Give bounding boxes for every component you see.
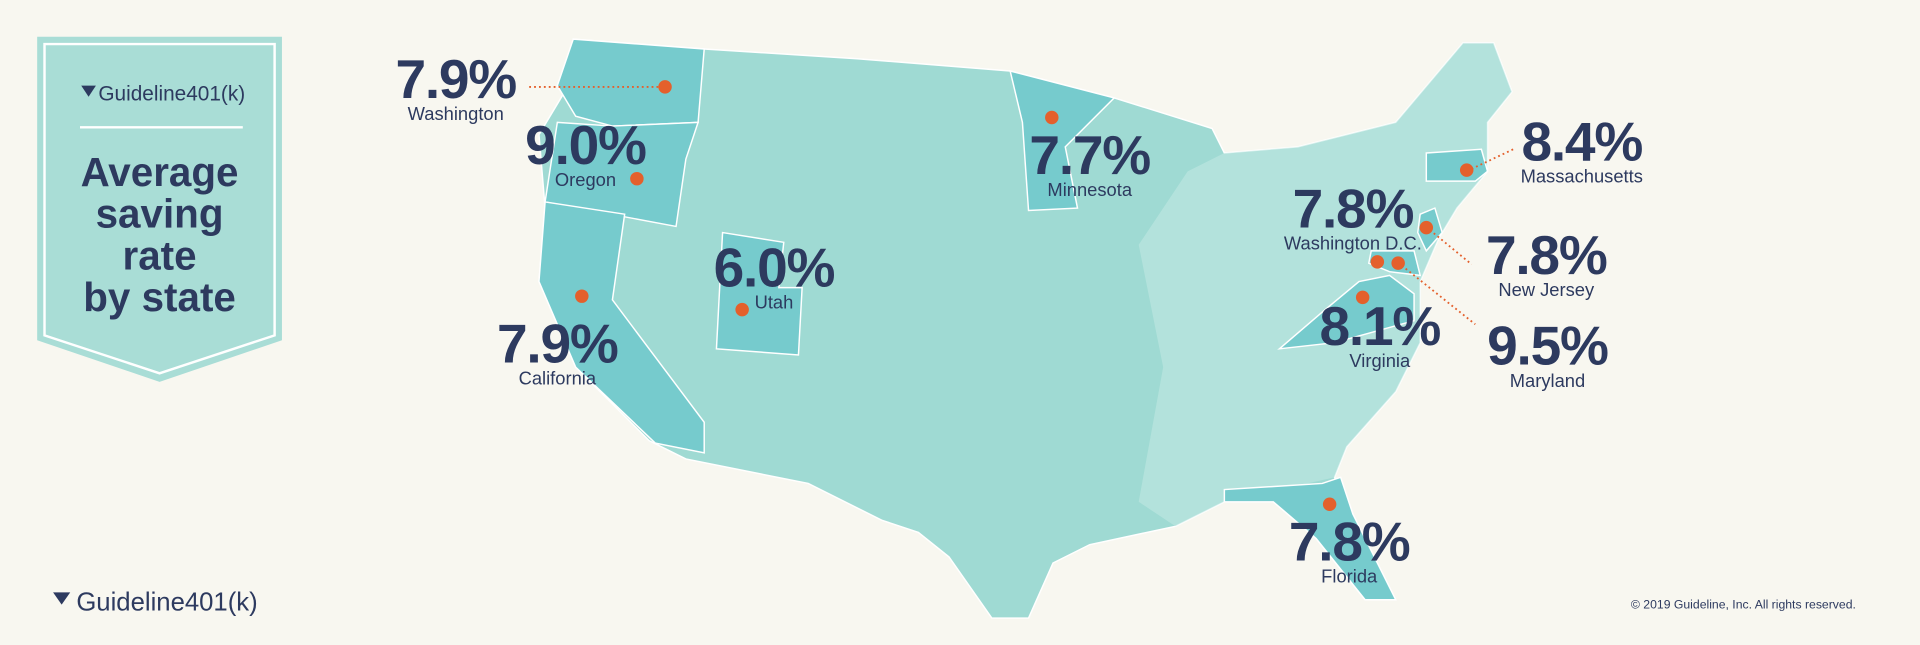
state-rate: 7.7% <box>1029 124 1150 186</box>
state-name: Washington <box>408 103 504 124</box>
state-rate: 9.0% <box>525 114 646 176</box>
state-name: Florida <box>1321 566 1378 587</box>
copyright: © 2019 Guideline, Inc. All rights reserv… <box>1631 597 1856 611</box>
state-dot <box>1419 220 1434 235</box>
state-rate: 7.9% <box>395 48 516 110</box>
title-line: Average <box>81 149 239 195</box>
state-name: California <box>519 367 597 388</box>
title-line: saving <box>96 191 224 237</box>
footer-logo: Guideline401(k) <box>76 589 257 617</box>
state-dot <box>658 80 672 94</box>
state-dot <box>1045 110 1059 125</box>
state-dot <box>1370 255 1385 269</box>
leaders <box>529 85 1514 326</box>
state-labels: 7.9%Washington9.0%Oregon7.9%California6.… <box>395 48 1643 587</box>
state-name: Minnesota <box>1047 179 1132 200</box>
state-dot <box>735 302 749 317</box>
state-dot <box>575 289 589 303</box>
state-dot <box>1322 497 1337 511</box>
title-line: by state <box>83 274 236 320</box>
state-name: Oregon <box>555 169 616 190</box>
state-name: Maryland <box>1510 370 1585 391</box>
state-rate: 7.8% <box>1289 511 1410 573</box>
title-line: rate <box>123 232 197 278</box>
state-rate: 6.0% <box>714 236 835 298</box>
state-dot <box>630 171 644 186</box>
state-dot <box>1355 290 1370 305</box>
state-name: Utah <box>755 291 794 312</box>
state-rate: 9.5% <box>1487 315 1608 377</box>
state-rate: 8.1% <box>1319 295 1440 357</box>
state-rate: 7.8% <box>1486 224 1607 286</box>
banner-logo: Guideline401(k) <box>98 82 245 105</box>
state-dot <box>1391 256 1405 270</box>
state-name: Massachusetts <box>1521 165 1643 186</box>
state-name: Washington D.C. <box>1284 233 1422 254</box>
state-rate: 7.9% <box>497 312 618 374</box>
state-rate: 7.8% <box>1293 178 1414 240</box>
state-dot <box>1459 163 1474 177</box>
us-map <box>538 38 1513 619</box>
state-rate: 8.4% <box>1521 110 1642 172</box>
state-name: New Jersey <box>1498 279 1595 300</box>
state-name: Virginia <box>1349 350 1411 371</box>
